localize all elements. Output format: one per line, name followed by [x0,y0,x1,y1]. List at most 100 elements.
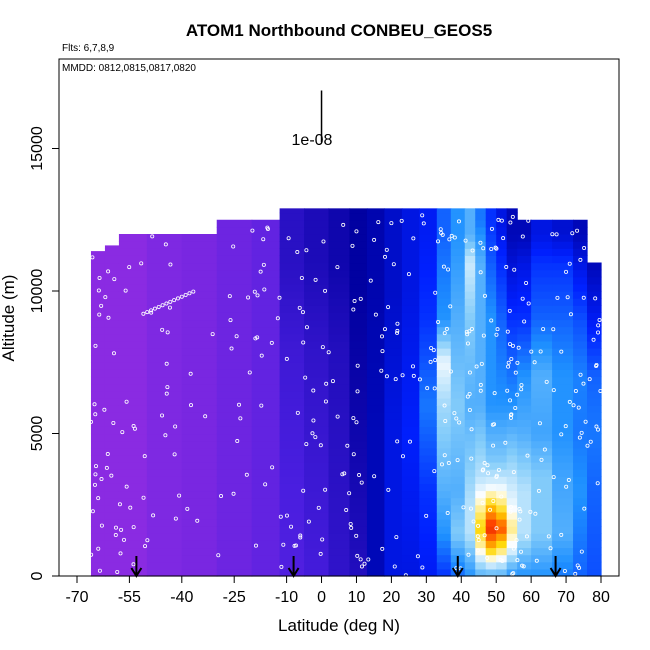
heat-cell [366,269,386,278]
heat-cell [552,426,574,435]
heat-cell [485,511,497,520]
heat-cell [216,355,253,363]
heat-cell [419,333,438,342]
heat-cell [216,340,253,349]
heat-cell [181,326,218,335]
heat-cell [328,248,351,256]
heat-cell [366,390,386,399]
heat-cell [304,255,330,264]
sample-point [492,422,497,427]
sample-point [311,388,316,393]
heat-cell [419,412,438,420]
heat-cell [496,376,508,385]
sample-point [496,217,501,222]
heat-cell [328,426,351,435]
heat-cell [496,319,508,328]
heat-cell [104,462,120,470]
heat-cell [366,540,386,549]
sample-point [411,364,416,369]
heat-cell [587,554,602,563]
heat-cell [304,568,330,577]
heat-cell [485,241,497,249]
sample-point [449,233,454,238]
sample-point [511,571,516,576]
heat-cell [485,490,497,499]
heat-cell [496,454,508,463]
heat-cell [349,433,368,442]
heat-cell [506,291,518,299]
heat-cell [436,376,452,385]
sample-point [551,327,556,332]
heat-cell [496,369,508,378]
heat-cell [251,255,281,264]
sample-point [516,345,521,350]
sample-point [591,337,596,342]
heat-cell [349,447,368,456]
sample-point [585,443,590,448]
heat-cell [531,355,553,363]
sample-point [235,439,240,444]
heat-cell [118,490,148,499]
heatmap-layer [90,208,602,577]
heat-cell [436,283,452,292]
heat-cell [475,212,487,221]
heat-cell [506,454,518,463]
heat-cell [349,248,368,256]
heat-cell [496,483,508,492]
sample-point [355,553,360,558]
heat-cell [587,561,602,570]
heat-cell [216,255,253,264]
sample-point [425,386,430,391]
sample-point [539,457,544,462]
heat-cell [506,212,518,221]
heat-cell [531,383,553,392]
heat-cell [506,390,518,399]
heat-cell [181,319,218,328]
heat-cell [450,533,466,541]
heat-cell [450,504,466,513]
heat-cell [328,561,351,570]
heat-cell [436,412,452,420]
heat-cell [366,298,386,306]
heat-cell [450,333,466,342]
heat-cell [573,519,588,527]
heat-cell [475,483,487,492]
heat-cell [436,561,452,570]
heat-cell [304,376,330,385]
sample-point [119,527,124,532]
sample-point [124,484,129,489]
heat-cell [328,540,351,549]
heat-cell [181,462,218,470]
heat-cell [104,419,120,427]
heat-cell [328,333,351,342]
heat-cell [349,497,368,506]
sample-point [113,533,118,538]
heat-cell [251,454,281,463]
sample-point [391,262,396,267]
heat-cell [146,248,183,256]
sample-point [286,236,291,241]
heat-cell [328,348,351,356]
heat-cell [216,319,253,328]
heat-cell [279,348,305,356]
heat-cell [419,262,438,271]
sample-point [299,275,304,280]
heat-cell [464,340,476,349]
sample-point [403,573,408,578]
heat-cell [496,476,508,484]
sample-point [131,562,136,567]
heat-cell [366,255,386,264]
heat-cell [304,262,330,271]
sample-point [573,389,578,394]
heat-cell [450,440,466,449]
heat-cell [450,340,466,349]
sample-point [517,517,522,522]
heat-cell [587,326,602,335]
heat-cell [573,462,588,470]
heat-cell [146,283,183,292]
heat-cell [118,312,148,321]
heat-cell [587,390,602,399]
sample-point [511,546,516,551]
sample-point [517,507,522,512]
heat-cell [366,561,386,570]
